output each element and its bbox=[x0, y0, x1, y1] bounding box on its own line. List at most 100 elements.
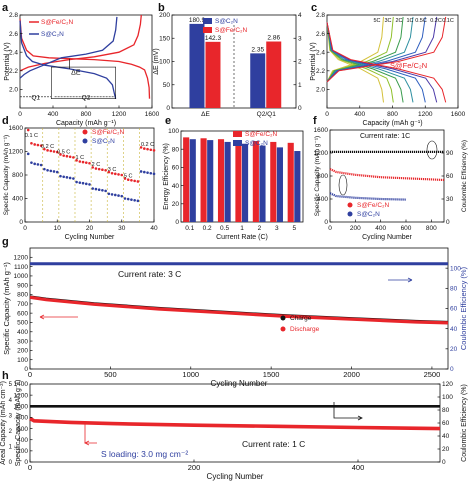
y-right-tick-label-b: 4 bbox=[298, 12, 302, 19]
data-point-blue bbox=[33, 162, 36, 166]
trace-charge bbox=[29, 295, 449, 325]
data-point-red bbox=[101, 168, 104, 172]
x-axis-label-f: Cycling Number bbox=[362, 234, 412, 241]
data-point-red bbox=[114, 172, 117, 176]
data-point-blue bbox=[143, 170, 146, 174]
rate-label: 5C bbox=[373, 18, 380, 24]
y-right-tick-label-g: 60 bbox=[450, 306, 458, 313]
y-tick-label-c: 2.0 bbox=[316, 87, 325, 94]
data-point-red bbox=[72, 156, 75, 159]
axis-arrow-head bbox=[39, 316, 45, 320]
data-point-red bbox=[81, 160, 85, 164]
data-point-red bbox=[43, 147, 46, 151]
legend-label-b-1: S@Fe/C₂N bbox=[215, 27, 248, 34]
data-point-red bbox=[110, 171, 114, 175]
x-tick-label-d: 40 bbox=[150, 225, 158, 232]
x-tick-label-g: 2000 bbox=[343, 370, 360, 379]
bar-value-label: 2.86 bbox=[267, 35, 280, 42]
current-rate-note: Current rate: 3 C bbox=[118, 269, 181, 279]
legend-label-e-1: S@C₂N bbox=[245, 140, 268, 147]
rate-step-label: 0.5 C bbox=[57, 149, 70, 155]
y-tick-label-g: 400 bbox=[17, 329, 28, 336]
y-right-tick-label-b: 1 bbox=[298, 82, 302, 89]
data-point-red bbox=[88, 161, 91, 165]
data-point-blue bbox=[68, 176, 72, 180]
data-point-blue bbox=[36, 163, 40, 166]
rate-discharge-curve bbox=[326, 22, 447, 103]
y-tick-label-g: 700 bbox=[17, 301, 28, 308]
legend-label-d-0: S@Fe/C₂N bbox=[92, 129, 125, 136]
data-point-blue bbox=[133, 198, 136, 202]
data-point-blue bbox=[59, 174, 62, 178]
x-axis-label-e: Current Rate (C) bbox=[216, 234, 268, 241]
y-tick-label-g: 600 bbox=[17, 310, 28, 317]
capacity-trace-blue bbox=[329, 192, 407, 201]
data-point-red bbox=[55, 150, 59, 154]
data-point-red bbox=[78, 160, 82, 163]
bar-ΔE-red bbox=[205, 41, 221, 108]
bar-value-label: 2.35 bbox=[251, 46, 264, 53]
rate-charge-curve bbox=[326, 16, 426, 83]
y-tick-label-g: 500 bbox=[17, 320, 28, 327]
x-tick-label-g: 1500 bbox=[263, 370, 280, 379]
x-tick-label-f: 800 bbox=[426, 225, 437, 232]
data-point-blue bbox=[78, 181, 82, 184]
y-right-tick-label-g: 20 bbox=[450, 346, 458, 353]
areal-tick-label: 1 bbox=[9, 445, 13, 451]
y-axis-label-b: ΔE (mV) bbox=[153, 48, 160, 74]
y-tick-label-g: 1000 bbox=[14, 273, 29, 280]
data-point-red bbox=[152, 149, 156, 152]
legend-label-b-0: S@C₂N bbox=[215, 18, 238, 25]
data-point-blue bbox=[149, 171, 153, 175]
x-tick-label-e: 0.5 bbox=[220, 225, 229, 232]
current-rate-note: Current rate: 1C bbox=[360, 133, 410, 140]
bar-blue bbox=[294, 151, 301, 222]
axis-arrow-head bbox=[407, 277, 413, 281]
data-point-blue bbox=[101, 188, 104, 192]
y-tick-label-e: 20 bbox=[172, 201, 180, 208]
rate-step-label: 0.2 C bbox=[41, 144, 54, 150]
data-point-red bbox=[133, 179, 136, 183]
y-tick-label-d: 800 bbox=[12, 172, 23, 179]
y-tick-label-f: 800 bbox=[317, 173, 328, 180]
y-tick-label-h: 800 bbox=[17, 415, 28, 422]
y-right-tick-label-h: 40 bbox=[442, 433, 450, 440]
x-tick-label-e: 0.2 bbox=[203, 225, 212, 232]
data-point-blue bbox=[94, 187, 98, 191]
panel-letter-e: e bbox=[165, 115, 171, 127]
rate-step-label: 0.1 C bbox=[25, 133, 38, 139]
y-tick-label-a: 2.6 bbox=[9, 31, 18, 38]
y-tick-label-g: 100 bbox=[17, 357, 28, 364]
data-point-red bbox=[49, 149, 53, 153]
x-tick-label-a: 400 bbox=[48, 111, 59, 118]
x-tick-label-a: 1600 bbox=[145, 111, 160, 118]
data-point-blue bbox=[65, 176, 69, 179]
x-tick-label-d: 30 bbox=[118, 225, 126, 232]
x-tick-label-e: 5 bbox=[292, 225, 296, 232]
y-tick-label-g: 900 bbox=[17, 282, 28, 289]
y-tick-label-b: 0 bbox=[166, 105, 170, 112]
data-point-red bbox=[46, 149, 49, 152]
legend-label-a-1: S@C₂N bbox=[41, 31, 64, 38]
legend-swatch-g-1 bbox=[280, 326, 286, 332]
series-ellipse bbox=[338, 174, 348, 196]
data-point-red bbox=[59, 153, 62, 156]
data-point-blue bbox=[120, 194, 124, 198]
bar-red bbox=[270, 141, 277, 222]
x-tick-label-f: 0 bbox=[328, 225, 332, 232]
bar-blue bbox=[259, 145, 266, 222]
plot-frame-g bbox=[29, 247, 449, 370]
x-tick-label-h: 200 bbox=[188, 463, 201, 472]
trace-discharge bbox=[29, 295, 449, 325]
data-point-blue bbox=[88, 183, 91, 186]
voltage-curve-red bbox=[19, 18, 151, 99]
legend-swatch-f-1 bbox=[347, 211, 353, 217]
data-point-blue bbox=[117, 194, 120, 197]
panel-letter-b: b bbox=[158, 2, 165, 14]
panel-letter-g: g bbox=[2, 236, 9, 248]
legend-swatch-d-1 bbox=[82, 138, 88, 144]
data-point-red bbox=[94, 167, 98, 170]
bar-blue bbox=[276, 147, 283, 222]
rate-charge-curve bbox=[326, 16, 438, 83]
rate-discharge-curve bbox=[326, 22, 426, 103]
